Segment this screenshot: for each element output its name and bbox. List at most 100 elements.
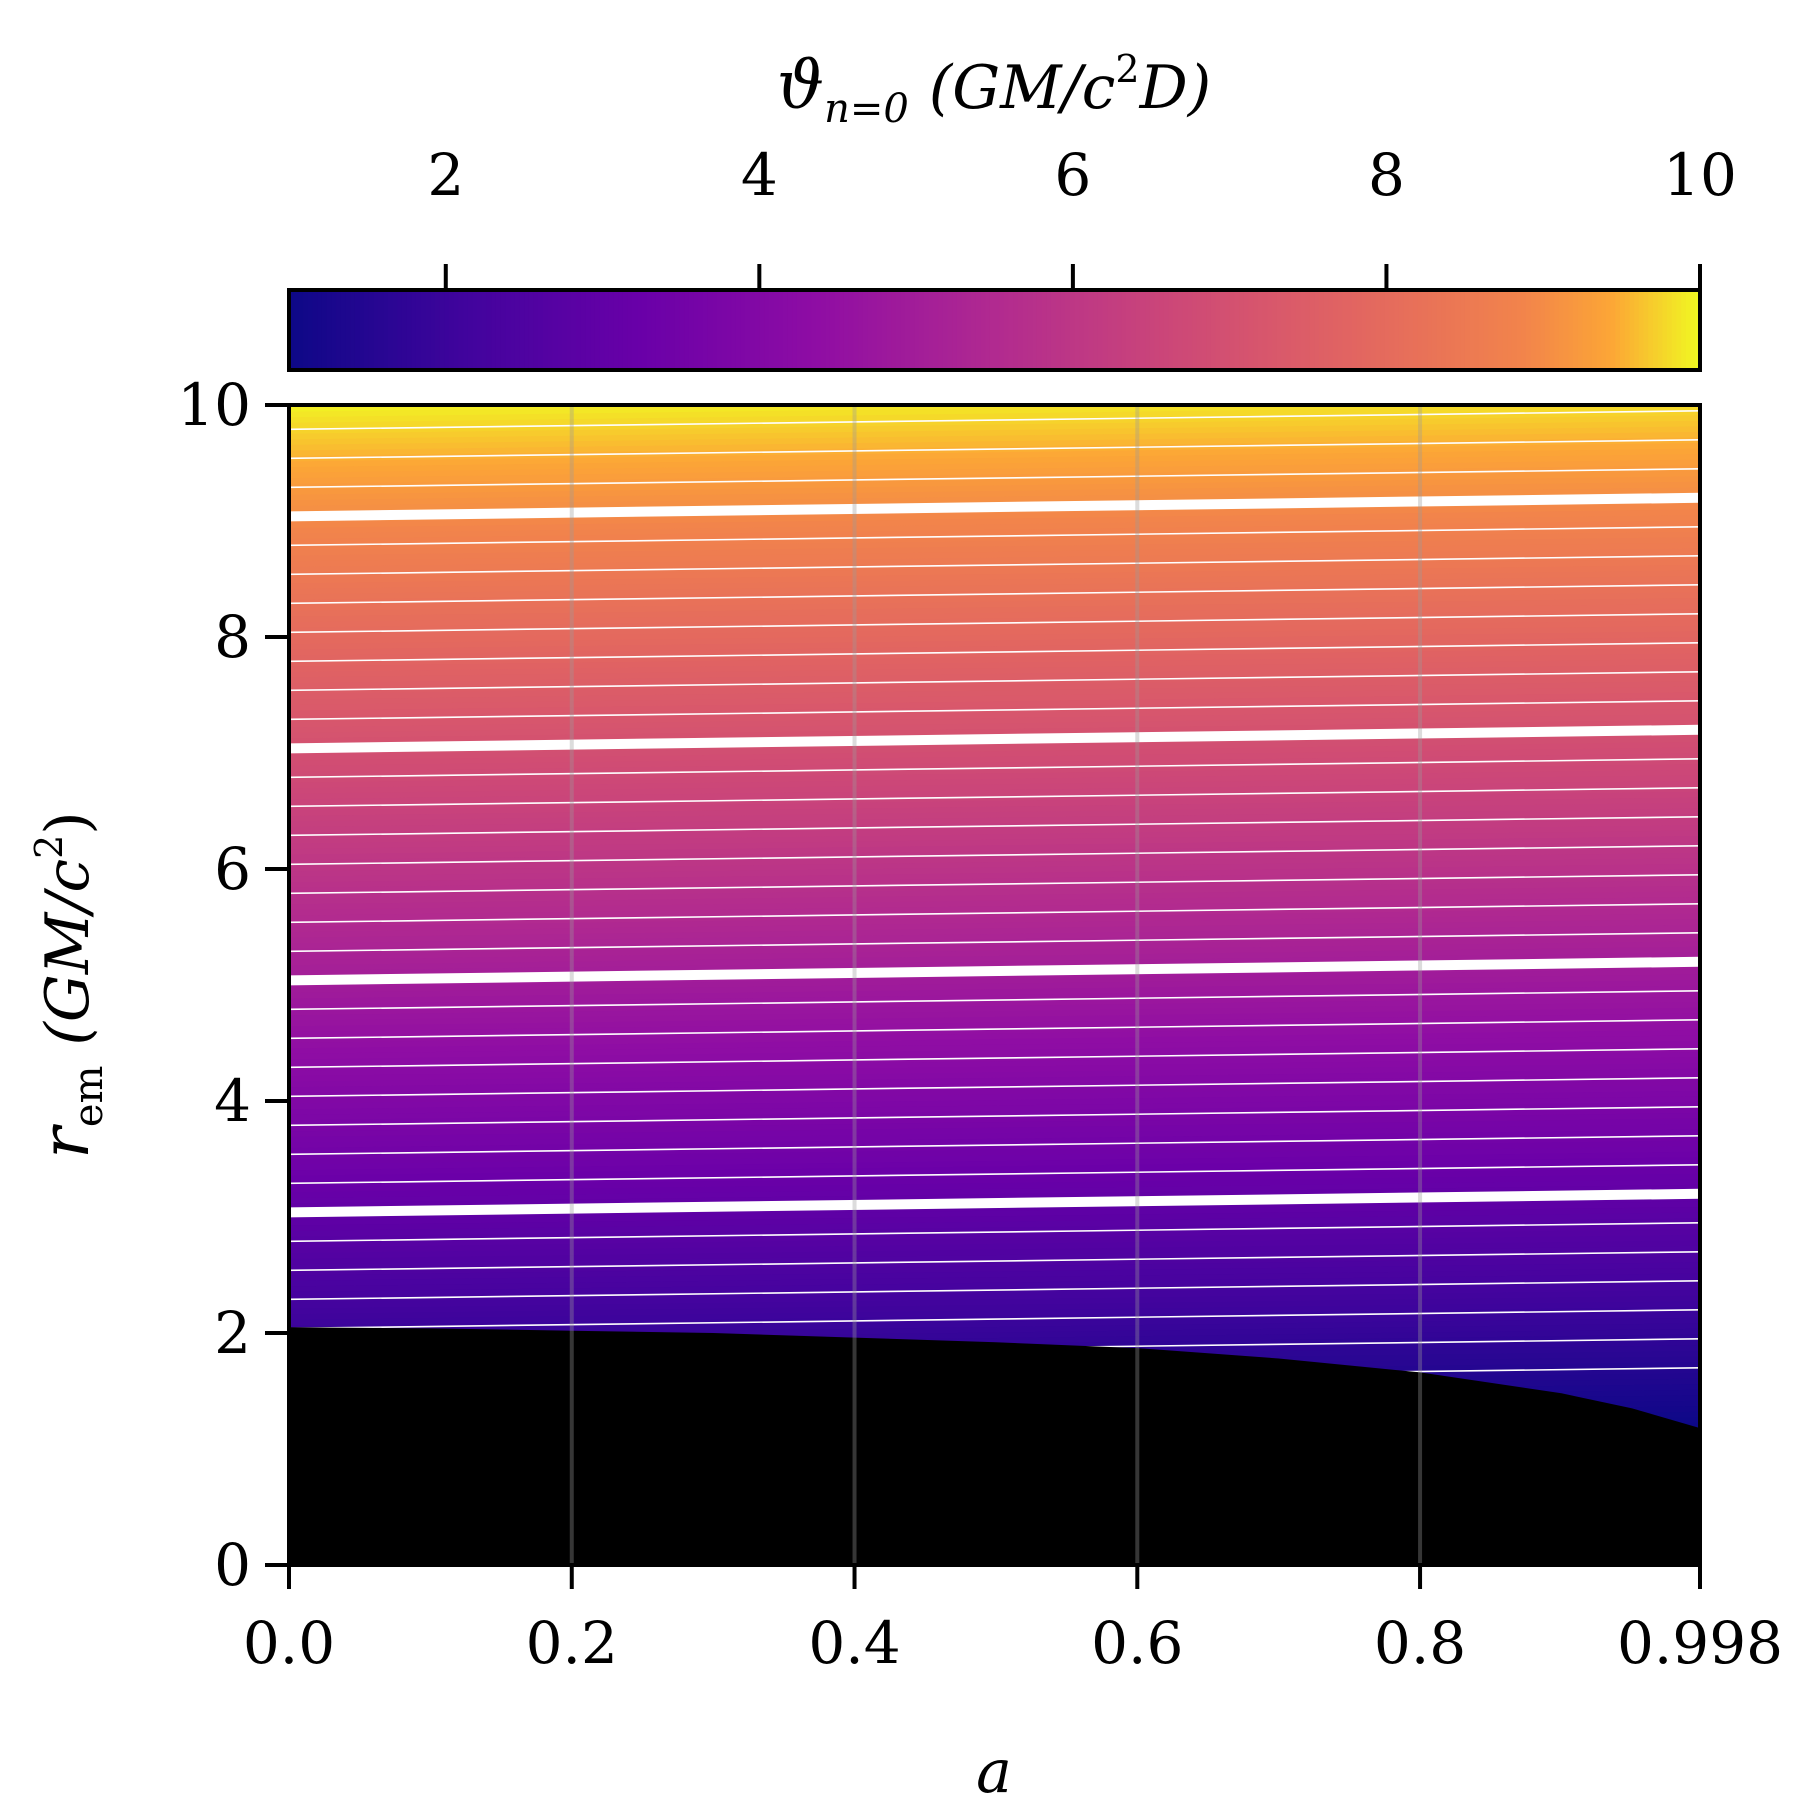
colorbar-swatch — [1695, 290, 1701, 370]
colorbar-swatch — [1474, 290, 1480, 370]
heatmap-band — [289, 1061, 1700, 1088]
heatmap-band — [289, 917, 1700, 944]
heatmap-band — [289, 796, 1700, 822]
colorbar-swatch — [1469, 290, 1475, 370]
heatmap-band — [289, 768, 1700, 794]
colorbar-swatch — [1662, 290, 1668, 370]
colorbar-swatch — [1347, 290, 1353, 370]
colorbar-swatch — [533, 290, 539, 370]
colorbar-swatch — [491, 290, 497, 370]
heatmap-band — [289, 419, 1700, 445]
heatmap-band — [289, 1299, 1700, 1326]
colorbar-swatch — [632, 290, 638, 370]
colorbar-swatch — [1634, 290, 1640, 370]
heatmap-band — [289, 630, 1700, 656]
colorbar-swatch — [1046, 290, 1052, 370]
heatmap-band — [289, 563, 1700, 589]
colorbar-tick-label: 4 — [741, 141, 778, 209]
colorbar-swatch — [994, 290, 1000, 370]
y-axis-ticks: 0 2 4 6 8 10 — [177, 371, 289, 1599]
heatmap-band — [289, 513, 1700, 539]
colorbar-ticks: 2 4 6 8 10 — [427, 141, 1737, 290]
heatmap-band — [289, 1311, 1700, 1337]
colorbar-swatch — [1003, 290, 1010, 370]
colorbar-swatch — [557, 290, 563, 370]
colorbar-swatch — [1079, 290, 1085, 370]
colorbar-swatch — [331, 290, 337, 370]
colorbar-swatch — [345, 290, 351, 370]
colorbar-swatch — [1196, 290, 1203, 370]
colorbar-swatch — [1427, 290, 1433, 370]
heatmap-band — [289, 1272, 1700, 1298]
colorbar-swatch — [326, 290, 332, 370]
colorbar-swatch — [580, 290, 586, 370]
heatmap-band — [289, 480, 1700, 506]
colorbar-swatch — [1036, 290, 1043, 370]
colorbar-swatch — [500, 290, 506, 370]
x-tick-label: 0.6 — [1091, 1609, 1183, 1677]
colorbar-swatch — [524, 290, 530, 370]
contour-line-thin — [289, 903, 1700, 924]
colorbar-swatch — [811, 290, 817, 370]
colorbar-swatch — [575, 290, 582, 370]
heatmap-band — [289, 541, 1700, 567]
colorbar-swatch — [430, 290, 436, 370]
colorbar-swatch — [754, 290, 760, 370]
colorbar-swatch — [1540, 290, 1546, 370]
heatmap-band — [289, 1222, 1700, 1248]
colorbar-swatch — [1690, 290, 1696, 370]
contour-line-thin — [289, 787, 1700, 808]
colorbar-swatch — [773, 290, 779, 370]
heatmap-band — [289, 441, 1700, 468]
heatmap-band — [289, 818, 1700, 844]
colorbar-swatch — [1685, 290, 1692, 370]
heatmap-band — [289, 558, 1700, 584]
y-tick-label: 2 — [214, 1299, 251, 1367]
colorbar-swatch — [848, 290, 854, 370]
contour-line-thick — [289, 956, 1700, 986]
colorbar-swatch — [1168, 290, 1174, 370]
colorbar-swatch — [1248, 290, 1254, 370]
colorbar-swatch — [909, 290, 916, 370]
colorbar-label: ϑn=0 (GM/c2D) — [777, 47, 1211, 132]
colorbar-swatch — [486, 290, 492, 370]
heatmap-band — [289, 405, 1700, 429]
colorbar-swatch — [1394, 290, 1400, 370]
heatmap-band — [289, 1244, 1700, 1270]
colorbar-swatch — [1436, 290, 1442, 370]
colorbar-swatch — [368, 290, 375, 370]
colorbar-swatch — [425, 290, 431, 370]
colorbar-swatch — [1126, 290, 1132, 370]
colorbar-swatch — [886, 290, 892, 370]
colorbar-swatch — [1568, 290, 1574, 370]
colorbar-swatch — [825, 290, 831, 370]
y-tick-label: 0 — [214, 1531, 251, 1599]
contour-line-thin — [289, 642, 1700, 663]
heatmap-band — [289, 469, 1700, 495]
colorbar-swatch — [1069, 290, 1076, 370]
heatmap-band — [289, 801, 1700, 827]
heatmap-band — [289, 934, 1700, 960]
heatmap-band — [289, 1023, 1700, 1049]
heatmap-band — [289, 890, 1700, 916]
colorbar-swatch — [1380, 290, 1386, 370]
colorbar-swatch — [1507, 290, 1513, 370]
colorbar-swatch — [1620, 290, 1626, 370]
colorbar-swatch — [858, 290, 864, 370]
colorbar-swatch — [1041, 290, 1047, 370]
x-tick-label: 0.0 — [243, 1609, 335, 1677]
heatmap-band — [289, 906, 1700, 933]
colorbar-swatch — [477, 290, 483, 370]
colorbar-swatch — [434, 290, 441, 370]
x-tick-label: 0.2 — [526, 1609, 618, 1677]
heatmap-band — [289, 746, 1700, 772]
colorbar-swatch — [1201, 290, 1207, 370]
heatmap-band — [289, 635, 1700, 661]
heatmap-band — [289, 452, 1700, 479]
contour-line-thin — [289, 1251, 1700, 1272]
contour-line-thin — [289, 410, 1700, 431]
colorbar-tick-label: 2 — [427, 141, 464, 209]
colorbar-swatch — [467, 290, 474, 370]
horizon-fill — [289, 1327, 1700, 1565]
